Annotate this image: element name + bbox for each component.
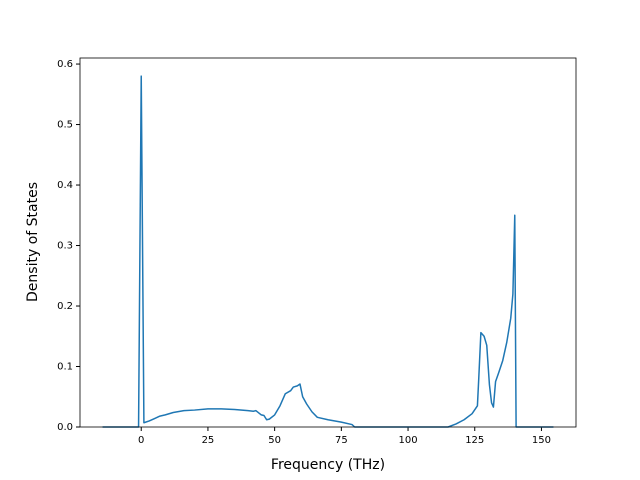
y-tick-label: 0.4	[57, 180, 73, 191]
y-tick-label: 0.1	[57, 362, 73, 373]
y-tick-label: 0.3	[57, 241, 73, 252]
line-series	[102, 75, 554, 428]
x-tick-label: 50	[268, 435, 281, 446]
plot-frame	[79, 57, 577, 428]
y-axis-label: Density of States	[25, 182, 41, 302]
x-tick-label: 125	[465, 435, 484, 446]
y-tick-label: 0.6	[57, 59, 73, 70]
x-tick-label: 75	[335, 435, 348, 446]
x-tick-label: 25	[202, 435, 215, 446]
x-tick-label: 150	[532, 435, 551, 446]
y-tick-label: 0.2	[57, 301, 73, 312]
y-tick-label: 0.5	[57, 120, 73, 131]
x-axis-label: Frequency (THz)	[271, 457, 385, 473]
y-tick-label: 0.0	[57, 422, 73, 433]
x-tick-label: 0	[138, 435, 144, 446]
x-tick-label: 100	[398, 435, 417, 446]
